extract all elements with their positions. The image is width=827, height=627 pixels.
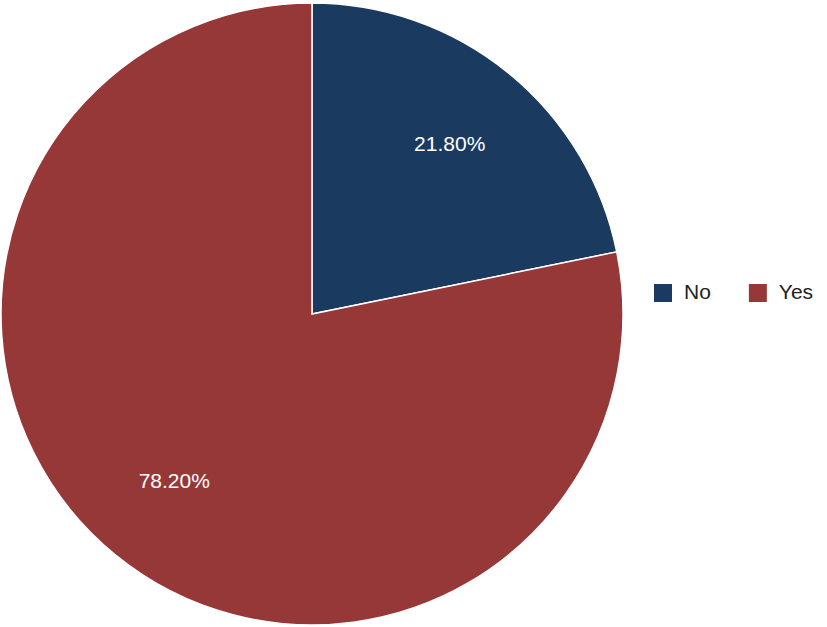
- data-label: 21.80%: [414, 132, 485, 155]
- chart: 21.80% 78.20% No Yes: [0, 0, 827, 627]
- data-labels: 21.80% 78.20%: [139, 132, 486, 492]
- pie-slice: [1, 3, 623, 625]
- legend-swatch: [654, 284, 672, 302]
- pie: [1, 3, 623, 625]
- legend-item: No: [654, 280, 711, 303]
- legend-label: Yes: [779, 280, 813, 303]
- data-label: 78.20%: [139, 469, 210, 492]
- legend-item: Yes: [749, 280, 813, 303]
- legend: No Yes: [654, 280, 813, 303]
- legend-swatch: [749, 284, 767, 302]
- legend-label: No: [684, 280, 711, 303]
